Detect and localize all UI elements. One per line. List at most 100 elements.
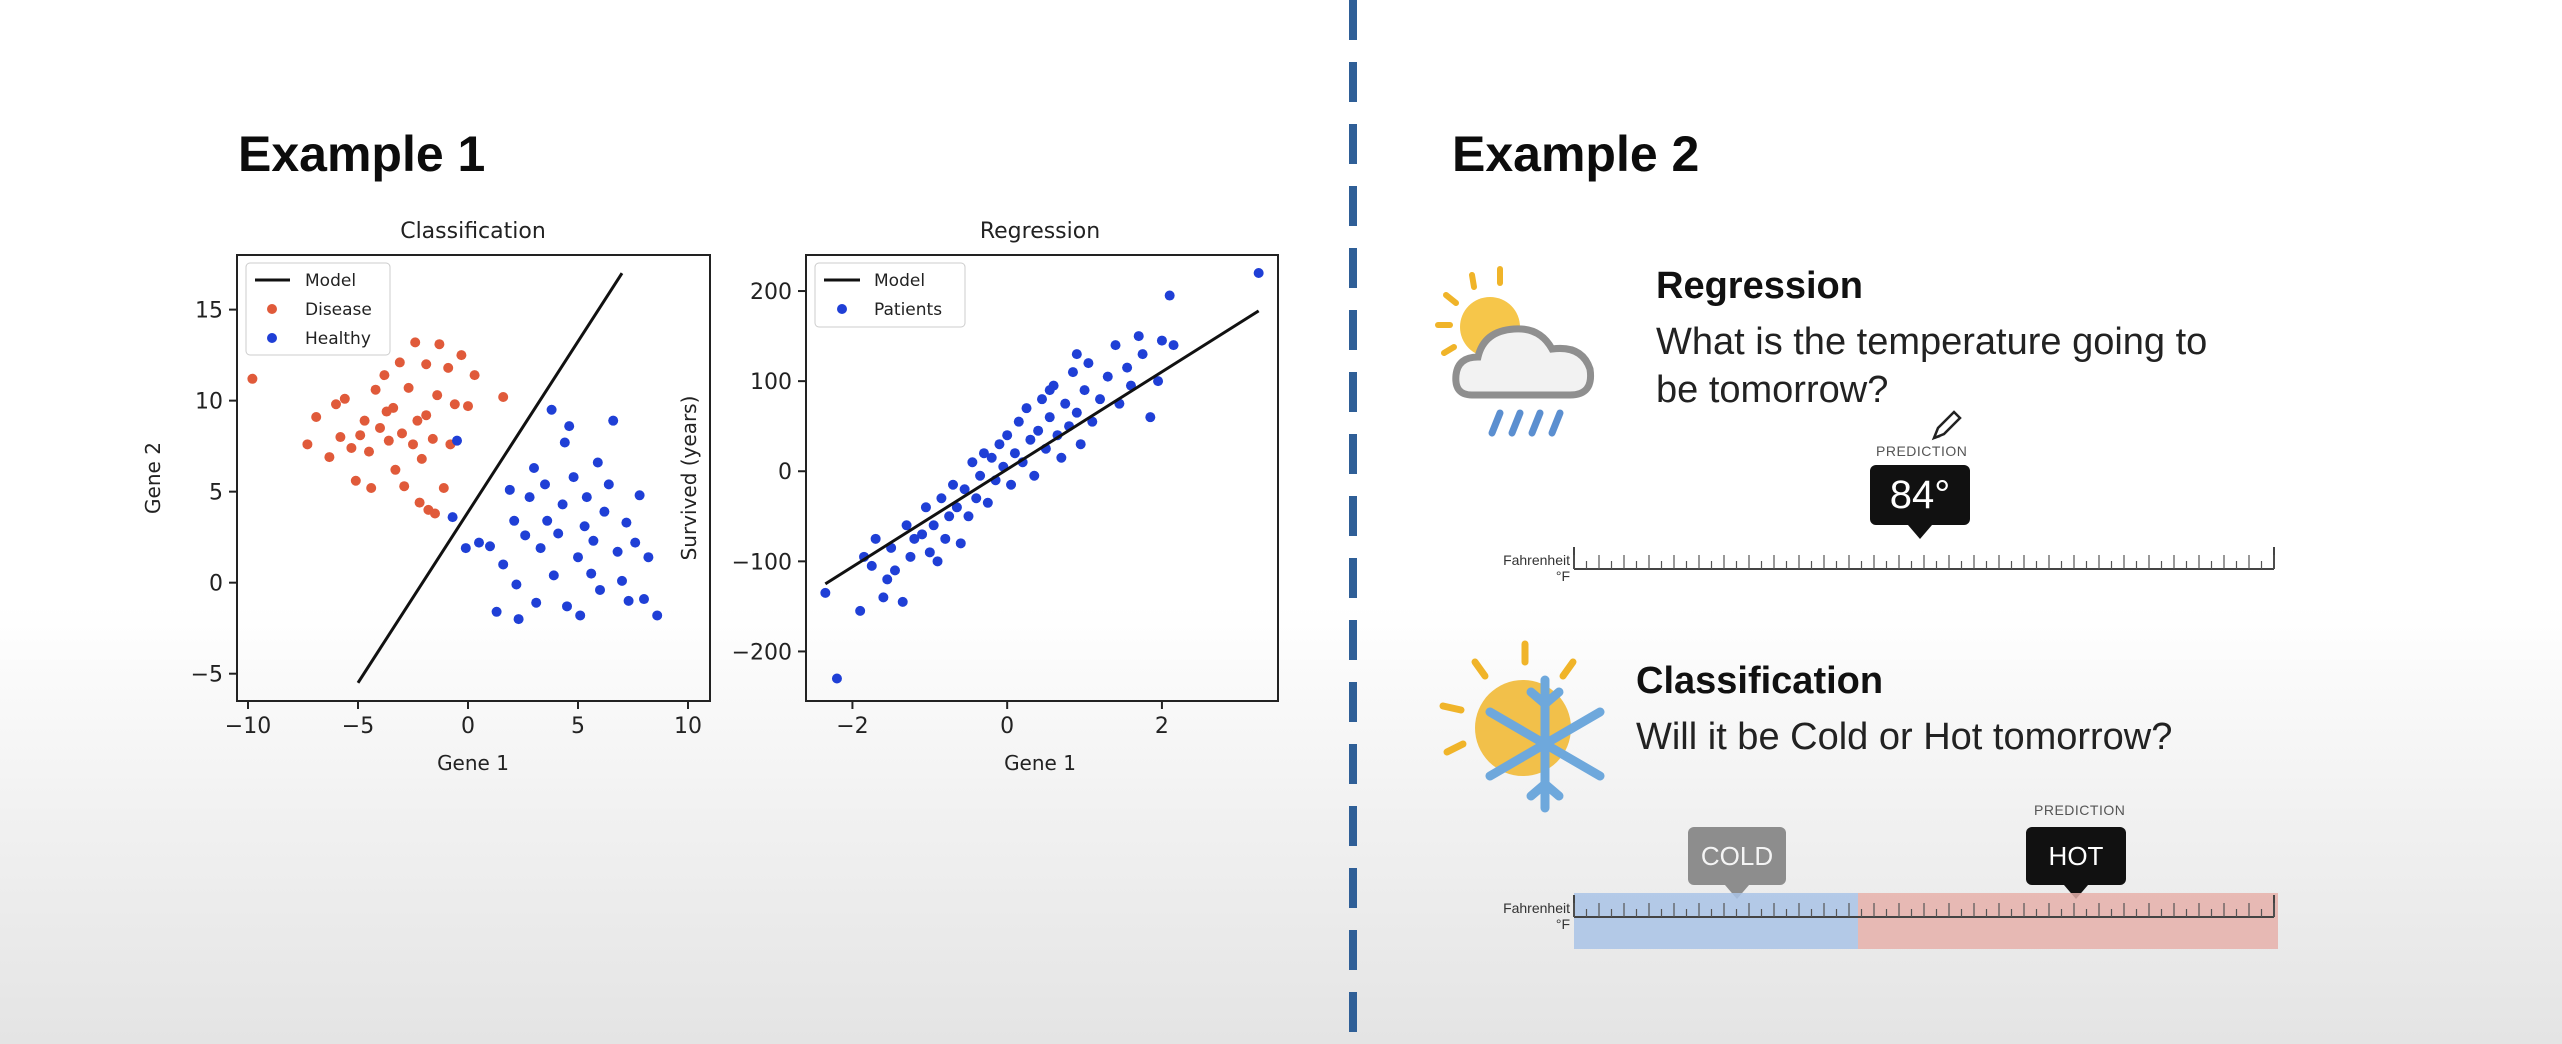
classification-ytick-label: 15	[195, 299, 223, 324]
classification-plot-frame	[236, 254, 711, 702]
hot-bubble: HOT	[2026, 827, 2126, 899]
classification-prediction-label: PREDICTION	[2034, 802, 2126, 818]
regression-point-patients	[1033, 425, 1044, 436]
classification-point-healthy	[491, 606, 502, 617]
classification-point-disease	[394, 357, 405, 368]
classification-point-disease	[375, 422, 385, 433]
regression-point-patients	[924, 547, 935, 558]
example-1-charts: Classification Gene 1 Gene 2 −10 −5 0 5 10 −5…	[141, 219, 1279, 775]
classification-point-disease	[432, 390, 443, 401]
legend-healthy: Healthy	[305, 329, 371, 349]
regression-ytick-label: 200	[750, 280, 792, 305]
classification-ytick-label: −5	[191, 663, 223, 688]
regression-xtick-label: −2	[836, 714, 868, 739]
regression-point-patients	[855, 605, 866, 616]
classification-point-healthy	[553, 528, 564, 539]
hot-band	[1858, 893, 2278, 949]
regression-point-patients	[1145, 412, 1156, 423]
regression-point-patients	[889, 565, 900, 576]
classification-point-disease	[335, 432, 346, 443]
classification-chart: Classification Gene 1 Gene 2 −10 −5 0 5 10 −5…	[141, 219, 711, 775]
regression-point-patients	[820, 587, 831, 598]
regression-point-patients	[1156, 335, 1167, 346]
classification-point-disease	[381, 406, 392, 417]
fahrenheit-ruler	[1573, 547, 2275, 570]
classification-xtick-label: 5	[571, 714, 585, 739]
regression-point-patients	[1060, 398, 1071, 409]
regression-point-patients	[951, 502, 962, 513]
classification-point-disease	[456, 350, 467, 361]
fahrenheit-ruler-classification	[1573, 895, 2275, 918]
regression-point-patients	[1153, 376, 1164, 387]
regression-point-patients	[866, 560, 877, 571]
classification-ytick-label: 10	[195, 390, 223, 415]
classification-point-disease	[339, 393, 350, 404]
classification-point-disease	[359, 415, 370, 426]
classification-point-healthy	[564, 421, 575, 432]
classification-point-disease	[355, 430, 366, 441]
classification-point-healthy	[568, 472, 579, 483]
classification-xtick-label: −10	[225, 714, 271, 739]
regression-title: Regression	[1656, 265, 1863, 307]
legend-healthy-marker	[267, 333, 277, 343]
classification-point-disease	[390, 464, 401, 475]
classification-point-healthy	[548, 570, 559, 581]
example-1-heading: Example 1	[238, 126, 486, 182]
classification-point-disease	[247, 373, 258, 384]
classification-point-disease	[350, 475, 361, 486]
regression-chart-title: Regression	[980, 219, 1100, 244]
regression-prediction-value: 84°	[1889, 473, 1951, 517]
classification-point-disease	[410, 337, 421, 348]
classification-point-healthy	[595, 584, 605, 595]
classification-point-disease	[383, 435, 394, 446]
regression-question-line-1: What is the temperature going to	[1656, 321, 2208, 363]
classification-point-healthy	[592, 457, 603, 468]
cold-label: COLD	[1700, 841, 1774, 871]
classification-point-disease	[427, 433, 438, 444]
classification-point-healthy	[579, 521, 590, 532]
classification-point-disease	[443, 362, 454, 373]
classification-point-healthy	[542, 515, 553, 526]
classification-ytick-label: 5	[209, 481, 223, 506]
regression-point-patients	[1133, 331, 1144, 342]
classification-ylabel: Gene 2	[141, 442, 165, 514]
classification-point-healthy	[639, 594, 649, 605]
classification-model-line	[356, 272, 624, 684]
regression-point-patients	[936, 493, 947, 504]
regression-prediction-bubble: 84°	[1870, 465, 1970, 539]
classification-point-healthy	[603, 479, 614, 490]
classification-point-healthy	[546, 404, 557, 415]
classification-point-healthy	[573, 552, 583, 563]
regression-point-patients	[1021, 403, 1032, 414]
regression-point-patients	[882, 574, 893, 585]
cold-band	[1574, 893, 1858, 949]
regression-point-patients	[1002, 430, 1013, 441]
regression-point-patients	[1102, 371, 1113, 382]
classification-point-healthy	[485, 541, 495, 552]
regression-point-patients	[870, 533, 881, 544]
classification-point-healthy	[643, 552, 654, 563]
classification-point-healthy	[599, 506, 610, 517]
classification-point-healthy	[511, 579, 522, 590]
classification-point-healthy	[520, 530, 531, 541]
classification-point-healthy	[652, 610, 663, 621]
classification-point-disease	[397, 428, 407, 439]
dashed-divider	[1349, 0, 1357, 1044]
classification-point-healthy	[588, 535, 599, 546]
sun-snowflake-icon	[1439, 640, 1605, 813]
regression-scale-unit-name: Fahrenheit	[1503, 552, 1570, 568]
classification-point-healthy	[531, 597, 542, 608]
regression-point-patients	[905, 551, 916, 562]
regression-ytick-label: 100	[750, 370, 792, 395]
classification-point-disease	[498, 391, 509, 402]
hot-label: HOT	[2048, 841, 2104, 871]
classification-point-disease	[324, 452, 335, 463]
regression-point-patients	[948, 479, 959, 490]
classification-point-healthy	[612, 546, 623, 557]
regression-point-patients	[878, 592, 889, 603]
classification-point-disease	[421, 359, 432, 370]
classification-point-disease	[370, 384, 381, 395]
regression-point-patients	[971, 493, 982, 504]
regression-point-patients	[1071, 349, 1082, 360]
regression-point-patients	[831, 673, 842, 684]
